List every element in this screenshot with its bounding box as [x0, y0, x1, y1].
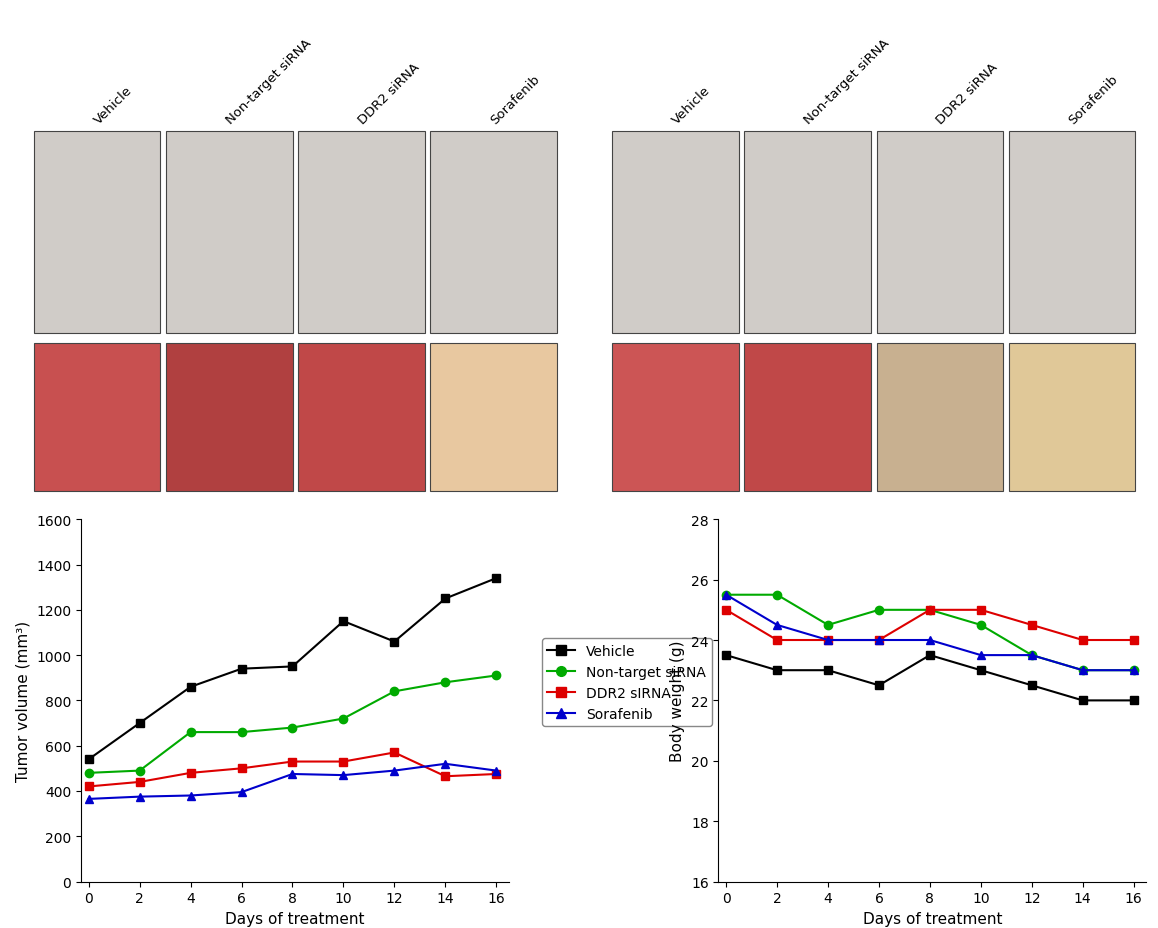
Non-target siRNA	[490, 670, 504, 681]
DDR2 sIRNA	[82, 781, 96, 793]
Non-target siRNA	[337, 713, 351, 724]
X-axis label: Days of treatment: Days of treatment	[863, 911, 1002, 926]
Vehicle	[184, 681, 198, 692]
Bar	[877, 133, 1003, 334]
Non-target siRNA	[133, 766, 147, 777]
Bar	[166, 133, 293, 334]
Vehicle	[490, 573, 504, 584]
Sorafenib	[286, 768, 300, 780]
Vehicle	[439, 593, 453, 604]
Vehicle	[133, 717, 147, 728]
Non-target siRNA	[82, 767, 96, 779]
Bar	[430, 343, 557, 491]
Vehicle	[235, 664, 249, 675]
Non-target siRNA	[439, 677, 453, 689]
Vehicle	[337, 616, 351, 627]
Text: Non-target siRNA: Non-target siRNA	[802, 37, 893, 127]
Sorafenib	[82, 793, 96, 805]
Non-target siRNA	[388, 686, 402, 697]
Vehicle	[286, 661, 300, 672]
Vehicle	[388, 637, 402, 648]
Bar	[613, 133, 739, 334]
DDR2 sIRNA	[439, 771, 453, 782]
DDR2 sIRNA	[490, 768, 504, 780]
X-axis label: Days of treatment: Days of treatment	[226, 911, 365, 926]
Text: Vehicle: Vehicle	[670, 84, 713, 127]
DDR2 sIRNA	[337, 756, 351, 767]
Bar	[613, 343, 739, 491]
Y-axis label: Tumor volume (mm³): Tumor volume (mm³)	[15, 620, 30, 781]
Non-target siRNA	[184, 727, 198, 738]
Text: Non-target siRNA: Non-target siRNA	[223, 37, 314, 127]
Bar	[298, 133, 425, 334]
Non-target siRNA	[286, 722, 300, 733]
Line: Non-target siRNA: Non-target siRNA	[85, 672, 500, 777]
Bar	[745, 343, 871, 491]
Bar	[166, 343, 293, 491]
DDR2 sIRNA	[184, 767, 198, 779]
Bar	[430, 133, 557, 334]
Sorafenib	[235, 787, 249, 798]
Vehicle	[82, 754, 96, 765]
Text: Sorafenib: Sorafenib	[488, 73, 542, 127]
Non-target siRNA	[235, 727, 249, 738]
Bar	[1009, 133, 1135, 334]
Sorafenib	[337, 769, 351, 780]
DDR2 sIRNA	[235, 763, 249, 774]
DDR2 sIRNA	[388, 747, 402, 758]
Bar	[1009, 343, 1135, 491]
Bar	[745, 133, 871, 334]
DDR2 sIRNA	[286, 756, 300, 767]
Sorafenib	[388, 766, 402, 777]
Legend: Vehicle, Non-target siRNA, DDR2 sIRNA, Sorafenib: Vehicle, Non-target siRNA, DDR2 sIRNA, S…	[542, 638, 712, 727]
Line: Sorafenib: Sorafenib	[85, 760, 500, 804]
Sorafenib	[439, 758, 453, 769]
Text: DDR2 siRNA: DDR2 siRNA	[935, 61, 1001, 127]
Bar	[298, 343, 425, 491]
Bar	[34, 133, 161, 334]
Line: Vehicle: Vehicle	[85, 574, 500, 764]
Y-axis label: Body weight (g): Body weight (g)	[670, 640, 686, 761]
Text: Sorafenib: Sorafenib	[1067, 73, 1121, 127]
DDR2 sIRNA	[133, 777, 147, 788]
Sorafenib	[490, 766, 504, 777]
Sorafenib	[184, 790, 198, 801]
Text: Vehicle: Vehicle	[91, 84, 134, 127]
Text: DDR2 siRNA: DDR2 siRNA	[356, 61, 422, 127]
Bar	[34, 343, 161, 491]
Sorafenib	[133, 792, 147, 803]
Line: DDR2 sIRNA: DDR2 sIRNA	[85, 749, 500, 791]
Bar	[877, 343, 1003, 491]
